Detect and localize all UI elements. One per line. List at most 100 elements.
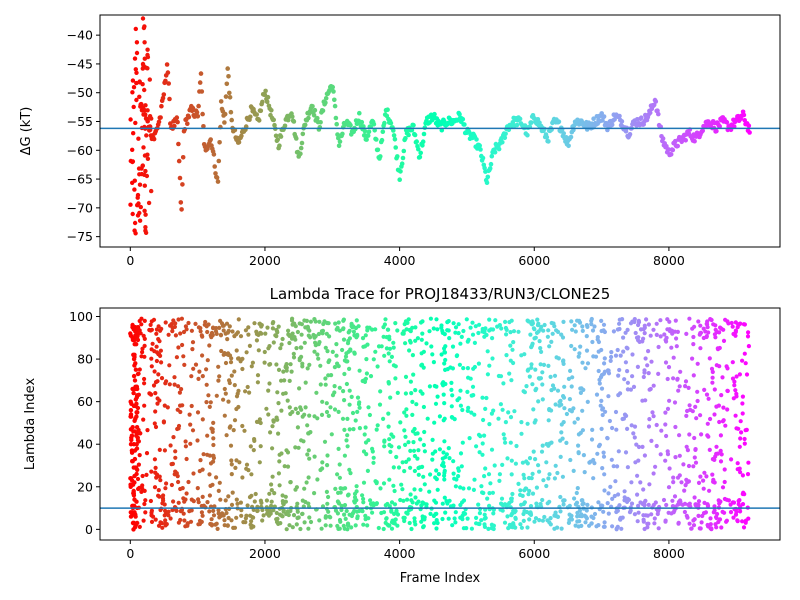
- lambda-point: [287, 405, 292, 410]
- lambda-point: [497, 472, 502, 477]
- lambda-point: [382, 322, 387, 327]
- lambda-point: [491, 511, 496, 516]
- lambda-point: [286, 512, 291, 518]
- lambda-point: [519, 502, 524, 507]
- lambda-point: [625, 346, 630, 351]
- lambda-point: [285, 464, 291, 469]
- lambda-point: [135, 405, 141, 411]
- lambda-point: [458, 388, 463, 393]
- lambda-point: [289, 332, 294, 337]
- lambda-point: [312, 454, 317, 459]
- lambda-point: [492, 463, 497, 468]
- delta-g-point: [378, 154, 383, 159]
- delta-g-point: [269, 108, 274, 113]
- lambda-point: [524, 509, 530, 515]
- lambda-point: [130, 386, 135, 392]
- lambda-point: [306, 448, 311, 453]
- lambda-point: [451, 471, 456, 476]
- lambda-point: [746, 330, 751, 335]
- lambda-point: [335, 361, 340, 366]
- delta-g-point: [668, 152, 674, 157]
- lambda-point: [577, 320, 583, 325]
- lambda-point: [134, 499, 139, 504]
- delta-g-point: [142, 208, 147, 213]
- lambda-point: [131, 327, 136, 332]
- delta-g-point: [374, 137, 379, 142]
- lambda-point: [530, 341, 535, 346]
- delta-g-point: [365, 133, 371, 138]
- lambda-point: [206, 393, 211, 398]
- lambda-point: [527, 517, 532, 522]
- lambda-point: [300, 511, 305, 516]
- lambda-point: [691, 373, 696, 378]
- lambda-point: [655, 511, 660, 517]
- lambda-point: [690, 356, 695, 361]
- delta-g-point: [144, 173, 150, 179]
- lambda-point: [633, 330, 638, 336]
- lambda-point: [134, 414, 139, 419]
- delta-g-point: [399, 161, 405, 166]
- lambda-point: [391, 483, 396, 488]
- lambda-point: [578, 386, 583, 391]
- lambda-point: [207, 343, 212, 348]
- lambda-point: [173, 455, 178, 460]
- lambda-point: [545, 334, 551, 339]
- lambda-point: [433, 401, 439, 406]
- lambda-point: [420, 500, 425, 505]
- lambda-point: [742, 436, 747, 442]
- lambda-point: [357, 405, 362, 410]
- lambda-point: [335, 325, 340, 330]
- delta-g-point: [147, 128, 152, 133]
- lambda-point: [154, 327, 159, 332]
- lambda-point: [527, 456, 533, 461]
- lambda-point: [491, 408, 496, 413]
- lambda-point: [266, 346, 271, 351]
- lambda-point: [693, 404, 698, 409]
- lambda-point: [664, 433, 669, 439]
- lambda-point: [723, 423, 728, 428]
- lambda-point: [232, 369, 237, 374]
- lambda-point: [197, 369, 202, 374]
- lambda-point: [576, 354, 581, 359]
- lambda-point: [664, 502, 669, 508]
- lambda-point: [600, 412, 605, 418]
- lambda-point: [601, 322, 607, 327]
- lambda-point: [234, 515, 239, 520]
- delta-g-point: [320, 108, 326, 114]
- lambda-point: [293, 487, 298, 492]
- lambda-point: [163, 320, 168, 325]
- delta-g-point: [294, 136, 299, 141]
- lambda-point: [433, 449, 438, 454]
- lambda-point: [315, 477, 320, 482]
- lambda-point: [618, 391, 623, 396]
- lambda-point: [602, 356, 607, 361]
- lambda-point: [585, 361, 591, 366]
- lambda-point: [398, 420, 403, 425]
- lambda-point: [692, 517, 697, 522]
- lambda-point: [224, 352, 229, 357]
- lambda-point: [402, 410, 407, 415]
- lambda-point: [437, 447, 442, 452]
- lambda-point: [720, 375, 725, 380]
- delta-g-point: [617, 113, 622, 119]
- lambda-point: [503, 319, 508, 324]
- delta-g-point: [222, 120, 227, 125]
- lambda-point: [651, 383, 656, 388]
- delta-g-point: [160, 95, 166, 101]
- delta-g-point: [134, 80, 139, 86]
- lambda-point: [130, 425, 135, 430]
- lambda-point: [685, 408, 690, 414]
- delta-g-x-ticks: 0 2000 4000 6000 8000: [126, 247, 685, 268]
- lambda-point: [267, 381, 272, 386]
- lambda-point: [677, 473, 682, 478]
- lambda-point: [176, 345, 181, 350]
- lambda-point: [744, 427, 749, 432]
- delta-g-point: [418, 150, 424, 156]
- lambda-point: [651, 414, 656, 419]
- delta-g-point: [149, 116, 154, 121]
- lambda-point: [614, 526, 619, 531]
- lambda-point: [163, 508, 168, 513]
- lambda-point: [158, 507, 163, 513]
- lambda-point: [561, 319, 566, 324]
- delta-g-point: [178, 200, 184, 205]
